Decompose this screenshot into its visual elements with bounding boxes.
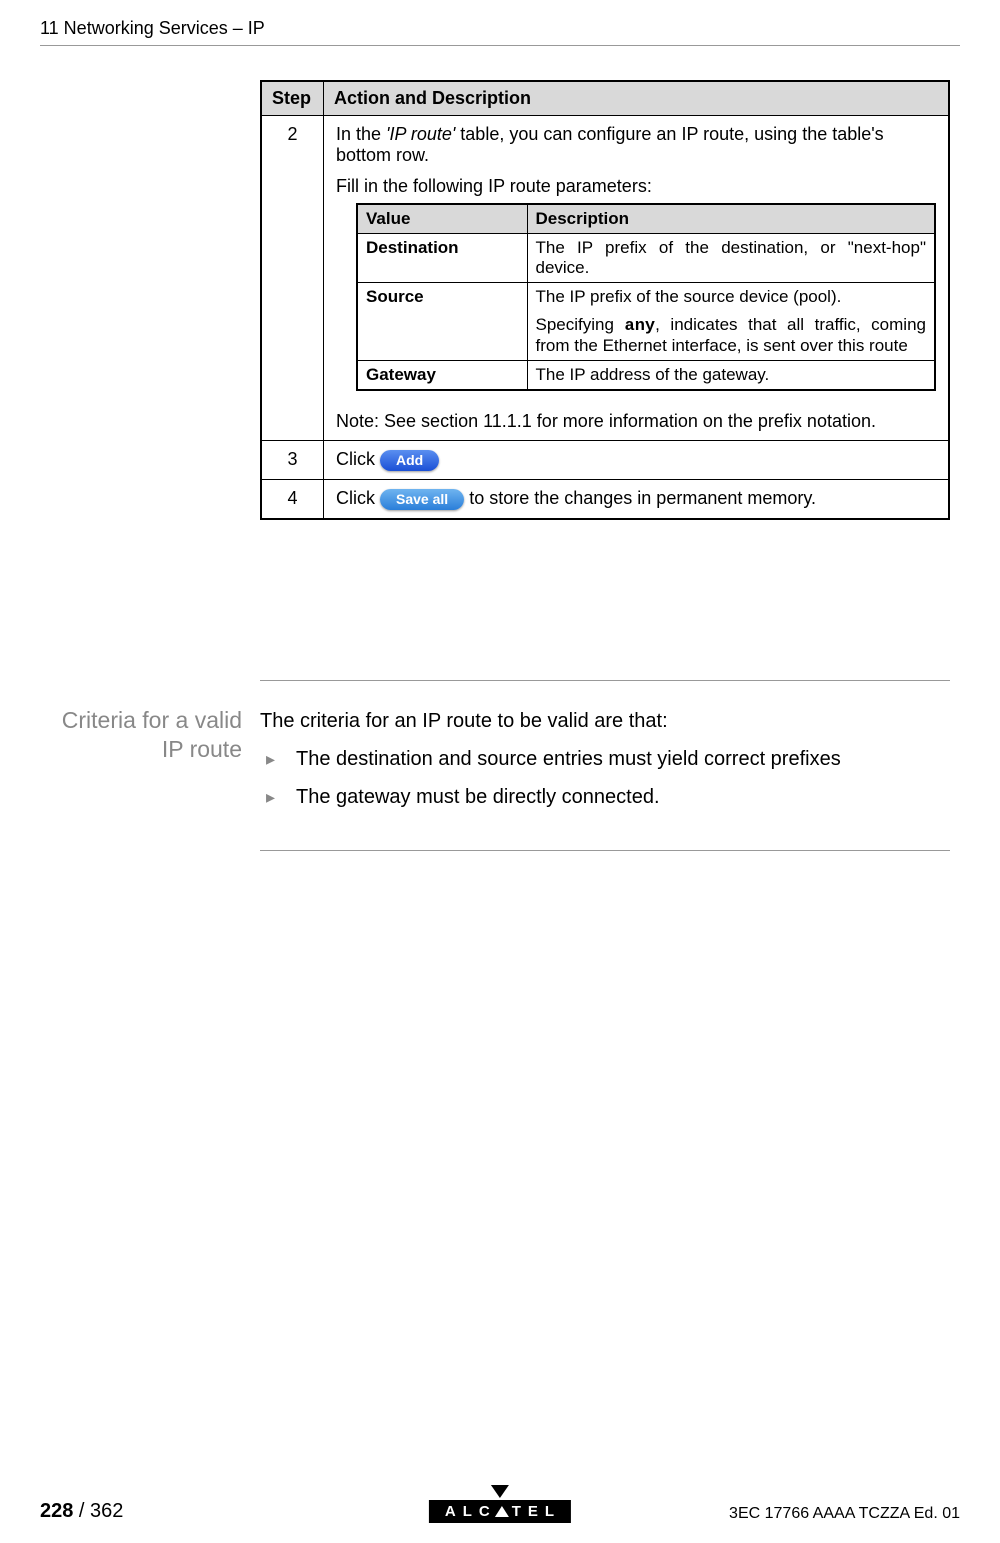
table-row: Gateway The IP address of the gateway. [357, 361, 935, 391]
text: Specifying any, indicates that all traff… [536, 315, 927, 356]
page-total: / 362 [73, 1500, 123, 1522]
table-row: 3 Click Add [261, 441, 949, 480]
page-header-title: 11 Networking Services – IP [40, 18, 265, 38]
table-row: 4 Click Save all to store the changes in… [261, 479, 949, 518]
text: The IP prefix of the source device (pool… [536, 287, 927, 307]
note-text: : See section 11.1.1 for more informatio… [374, 411, 876, 431]
triangle-up-icon [495, 1506, 509, 1517]
table-row: 2 In the 'IP route' table, you can confi… [261, 116, 949, 441]
inner-col-desc: Description [527, 204, 935, 234]
save-all-button[interactable]: Save all [380, 489, 464, 510]
parameters-table: Value Description Destination The IP pre… [356, 203, 936, 391]
step2-note: Note: See section 11.1.1 for more inform… [336, 411, 936, 432]
note-label: Note [336, 411, 374, 431]
text: Click [336, 488, 375, 508]
brand-logo: ALC TEL [429, 1485, 571, 1523]
col-action-header: Action and Description [324, 81, 950, 116]
step2-intro: In the 'IP route' table, you can configu… [336, 124, 936, 166]
page-footer: 228 / 362 ALC TEL 3EC 17766 AAAA TCZZA E… [40, 1485, 960, 1523]
step2-fill: Fill in the following IP route parameter… [336, 176, 936, 197]
step-action: Click Save all to store the changes in p… [324, 479, 950, 518]
step-number: 4 [261, 479, 324, 518]
brand-bar: ALC TEL [429, 1500, 571, 1523]
text: Specifying [536, 315, 625, 334]
main-content: Step Action and Description 2 In the 'IP… [260, 80, 950, 520]
section-body: Criteria for a valid IP route The criter… [45, 706, 950, 820]
brand-text-left: ALC [445, 1503, 497, 1520]
page-current: 228 [40, 1500, 73, 1522]
text-italic: 'IP route' [386, 124, 455, 144]
criteria-intro: The criteria for an IP route to be valid… [260, 706, 950, 736]
page-header: 11 Networking Services – IP [40, 18, 960, 46]
text: In the [336, 124, 386, 144]
param-desc: The IP address of the gateway. [527, 361, 935, 391]
table-row: Source The IP prefix of the source devic… [357, 283, 935, 361]
criteria-list: The destination and source entries must … [260, 744, 950, 812]
param-desc: The IP prefix of the destination, or "ne… [527, 234, 935, 283]
inner-col-value: Value [357, 204, 527, 234]
text: to store the changes in permanent memory… [469, 488, 816, 508]
list-item: The gateway must be directly connected. [260, 782, 950, 812]
list-item: The destination and source entries must … [260, 744, 950, 774]
param-name: Source [357, 283, 527, 361]
mono-text: any [625, 317, 656, 336]
step-action: Click Add [324, 441, 950, 480]
brand-text-right: TEL [512, 1503, 561, 1520]
step-number: 2 [261, 116, 324, 441]
side-heading: Criteria for a valid IP route [45, 706, 260, 820]
doc-reference: 3EC 17766 AAAA TCZZA Ed. 01 [729, 1505, 960, 1523]
text: Click [336, 449, 380, 469]
triangle-down-icon [491, 1485, 509, 1498]
param-name: Gateway [357, 361, 527, 391]
criteria-section: Criteria for a valid IP route The criter… [45, 680, 950, 851]
page-number: 228 / 362 [40, 1500, 123, 1523]
section-text: The criteria for an IP route to be valid… [260, 706, 950, 820]
param-name: Destination [357, 234, 527, 283]
step-action: In the 'IP route' table, you can configu… [324, 116, 950, 441]
table-row: Destination The IP prefix of the destina… [357, 234, 935, 283]
add-button[interactable]: Add [380, 450, 439, 471]
param-desc: The IP prefix of the source device (pool… [527, 283, 935, 361]
col-step-header: Step [261, 81, 324, 116]
divider [260, 850, 950, 851]
step-number: 3 [261, 441, 324, 480]
divider [260, 680, 950, 681]
steps-table: Step Action and Description 2 In the 'IP… [260, 80, 950, 520]
